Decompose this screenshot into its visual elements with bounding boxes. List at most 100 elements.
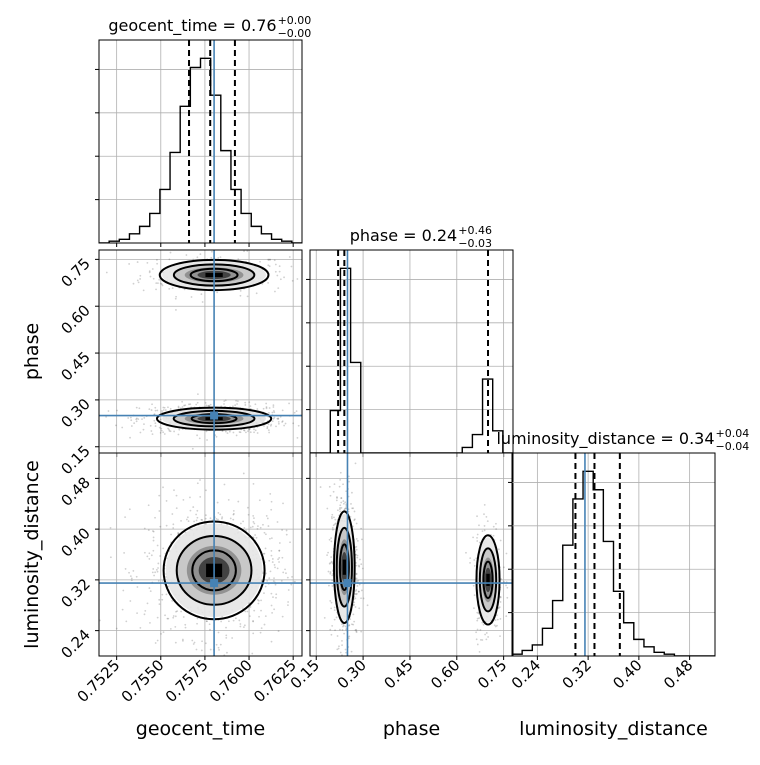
sample-point (327, 570, 330, 573)
sample-point (494, 625, 497, 628)
tick-label-x: 0.7525 (74, 656, 124, 706)
xlabel-phase: phase (383, 718, 440, 740)
truth-marker (343, 579, 352, 588)
sample-point (339, 669, 341, 671)
sample-point (173, 489, 175, 492)
sample-point (204, 642, 207, 645)
sample-point (142, 289, 145, 292)
sample-point (340, 497, 343, 499)
sample-point (355, 593, 358, 596)
sample-point (328, 584, 330, 587)
sample-point (330, 556, 333, 558)
sample-point (129, 600, 132, 602)
sample-point (339, 504, 342, 507)
sample-point (158, 426, 161, 429)
sample-point (166, 663, 168, 665)
sample-point (244, 401, 247, 404)
sample-point (476, 617, 479, 620)
sample-point (331, 624, 334, 627)
sample-point (254, 534, 257, 536)
sample-point (181, 638, 184, 641)
sample-point (278, 265, 281, 268)
tick-label-x: 0.48 (660, 656, 696, 692)
sample-point (281, 421, 284, 423)
sample-point (184, 626, 187, 629)
sample-point (278, 556, 281, 559)
sample-point (256, 432, 259, 434)
sample-point (332, 528, 334, 531)
sample-point (291, 279, 294, 282)
sample-point (249, 431, 252, 434)
sample-point (286, 576, 289, 579)
sample-point (277, 417, 280, 420)
sample-point (148, 270, 151, 273)
sample-point (339, 508, 341, 511)
sample-point (351, 491, 353, 494)
sample-point (506, 596, 509, 599)
sample-point (158, 598, 161, 601)
histogram-step (310, 267, 513, 453)
sample-point (505, 615, 508, 618)
sample-point (121, 426, 124, 429)
sample-point (268, 411, 270, 414)
sample-point (159, 418, 162, 421)
sample-point (278, 549, 281, 552)
sample-point (253, 522, 256, 525)
sample-point (334, 629, 336, 632)
sample-point (175, 494, 178, 497)
sample-point (284, 568, 286, 571)
sample-point (344, 625, 347, 628)
sample-point (284, 422, 287, 425)
sample-point (295, 410, 298, 413)
sample-point (272, 596, 274, 599)
sample-point (360, 589, 363, 592)
sample-point (262, 407, 265, 410)
sample-point (334, 523, 336, 526)
sample-point (188, 403, 190, 406)
sample-point (353, 518, 356, 521)
sample-point (164, 614, 166, 617)
sample-point (215, 435, 218, 438)
sample-point (281, 420, 284, 423)
sample-point (239, 294, 242, 297)
sample-point (128, 571, 130, 574)
sample-point (225, 626, 227, 629)
sample-point (152, 539, 155, 542)
sample-point (171, 599, 174, 602)
sample-point (492, 525, 495, 528)
sample-point (485, 632, 488, 634)
sample-point (193, 641, 196, 644)
sample-point (139, 274, 142, 277)
sample-point (196, 516, 199, 519)
sample-point (255, 292, 258, 295)
sample-point (352, 613, 355, 616)
sample-point (492, 534, 495, 537)
sample-point (340, 501, 343, 504)
sample-point (335, 499, 338, 502)
sample-point (331, 574, 334, 577)
sample-point (239, 431, 242, 434)
sample-point (218, 649, 220, 651)
sample-point (175, 507, 178, 510)
sample-point (278, 542, 281, 544)
sample-point (162, 631, 165, 634)
sample-point (223, 400, 226, 403)
sample-point (485, 638, 488, 641)
sample-point (256, 528, 259, 530)
sample-point (208, 623, 211, 626)
ylabel-luminosity_distance: luminosity_distance (21, 460, 43, 649)
sample-point (154, 422, 157, 425)
sample-point (165, 524, 168, 527)
sample-point (152, 549, 155, 552)
tick-label-x: 0.24 (508, 656, 544, 692)
sample-point (219, 643, 222, 646)
tick-label-y: 0.24 (57, 626, 93, 662)
sample-point (296, 436, 299, 439)
sample-point (498, 606, 501, 609)
sample-point (277, 418, 280, 420)
sample-point (268, 559, 271, 562)
sample-point (155, 282, 158, 285)
sample-point (323, 616, 326, 619)
sample-point (360, 563, 363, 566)
sample-point (190, 296, 193, 298)
